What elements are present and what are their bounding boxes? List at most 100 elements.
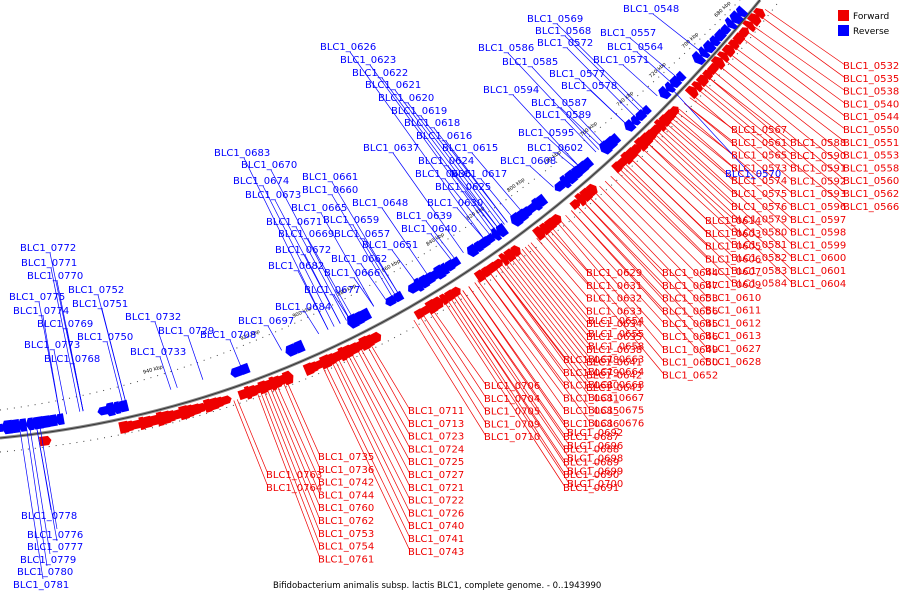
reverse-gene-arrow	[359, 307, 373, 322]
forward-gene-label: BLC1_0567	[731, 125, 787, 136]
forward-leader-line	[447, 299, 570, 484]
forward-gene-label: BLC1_0632	[586, 294, 642, 305]
forward-leader-line	[576, 205, 708, 349]
forward-gene-label: BLC1_0575	[731, 189, 787, 200]
reverse-gene-label: BLC1_0677	[304, 285, 360, 296]
reverse-leader-line	[444, 178, 491, 236]
reverse-gene-label: BLC1_0615	[442, 143, 498, 154]
legend-reverse-swatch	[838, 25, 849, 36]
reverse-gene-label: BLC1_0770	[27, 271, 83, 282]
forward-gene-arrow	[684, 85, 699, 100]
forward-leader-line	[670, 117, 734, 168]
reverse-gene-arrow	[676, 70, 687, 82]
forward-gene-label: BLC1_0736	[318, 465, 374, 476]
forward-gene-arrow	[649, 124, 662, 137]
forward-gene-label: BLC1_0653	[662, 294, 718, 305]
reverse-leader-line	[622, 64, 658, 97]
reverse-leader-line	[307, 238, 353, 318]
reverse-gene-label: BLC1_0589	[535, 110, 591, 121]
forward-gene-label: BLC1_0725	[408, 457, 464, 468]
reverse-leader-line	[447, 165, 499, 229]
forward-gene-label: BLC1_0581	[731, 240, 787, 251]
forward-gene-arrow	[721, 44, 736, 58]
reverse-leader-line	[101, 308, 126, 402]
forward-leader-line	[524, 246, 589, 324]
forward-leader-line	[495, 268, 591, 398]
forward-leader-line	[588, 195, 708, 323]
reverse-gene-label: BLC1_0620	[378, 93, 434, 104]
forward-leader-line	[283, 382, 321, 469]
forward-leader-line	[718, 65, 846, 168]
reverse-gene-label: BLC1_0669	[278, 229, 334, 240]
forward-leader-line	[545, 231, 665, 375]
forward-gene-label: BLC1_0593	[790, 189, 846, 200]
reverse-gene-label: BLC1_0548	[623, 4, 679, 15]
forward-gene-label: BLC1_0614	[705, 216, 761, 227]
reverse-leader-line	[381, 207, 429, 276]
forward-gene-label: BLC1_0540	[843, 99, 899, 110]
reverse-gene-arrow	[17, 418, 28, 432]
forward-gene-label: BLC1_0721	[408, 483, 464, 494]
forward-gene-label: BLC1_0560	[843, 176, 899, 187]
reverse-gene-arrow	[570, 165, 583, 179]
forward-leader-line	[456, 294, 570, 458]
forward-gene-label: BLC1_0601	[790, 266, 846, 277]
forward-leader-line	[621, 165, 708, 246]
forward-leader-line	[659, 128, 734, 194]
forward-gene-label: BLC1_0590	[790, 151, 846, 162]
reverse-leader-line	[480, 178, 514, 219]
reverse-gene-label: BLC1_0670	[241, 160, 297, 171]
forward-leader-line	[700, 85, 846, 207]
reverse-gene-label: BLC1_0602	[527, 143, 583, 154]
forward-leader-line	[527, 244, 591, 321]
forward-gene-label: BLC1_0700	[567, 479, 623, 490]
forward-leader-line	[599, 185, 708, 298]
forward-gene-arrow	[691, 81, 703, 93]
forward-gene-label: BLC1_0631	[586, 281, 642, 292]
position-tick: 940 kbp	[142, 364, 163, 376]
forward-leader-line	[286, 381, 321, 457]
forward-gene-label: BLC1_0634	[586, 319, 642, 330]
reverse-gene-label: BLC1_0637	[363, 143, 419, 154]
forward-gene-label: BLC1_0696	[567, 441, 623, 452]
forward-leader-line	[764, 9, 846, 66]
forward-gene-label: BLC1_0576	[731, 202, 787, 213]
forward-leader-line	[260, 391, 321, 546]
reverse-gene-arrow	[526, 202, 538, 214]
forward-leader-line	[640, 147, 734, 232]
forward-gene-label: BLC1_0643	[586, 383, 642, 394]
forward-gene-arrow	[431, 296, 444, 310]
forward-leader-line	[357, 349, 411, 449]
forward-leader-line	[759, 15, 846, 79]
reverse-gene-label: BLC1_0683	[214, 148, 270, 159]
reverse-gene-label: BLC1_0648	[352, 198, 408, 209]
forward-leader-line	[369, 343, 411, 411]
forward-leader-line	[582, 200, 665, 286]
forward-gene-arrow	[492, 258, 503, 269]
forward-gene-label: BLC1_0681	[563, 393, 619, 404]
forward-gene-label: BLC1_0627	[705, 344, 761, 355]
forward-leader-line	[668, 119, 793, 232]
forward-gene-label: BLC1_0629	[586, 268, 642, 279]
forward-gene-label: BLC1_0692	[567, 428, 623, 439]
forward-leader-line	[344, 355, 411, 487]
forward-leader-line	[629, 157, 708, 234]
forward-gene-label: BLC1_0678	[563, 355, 619, 366]
forward-leader-line	[444, 301, 566, 488]
reverse-leader-line	[566, 47, 636, 118]
position-tick: 800 kbp	[506, 177, 526, 194]
forward-gene-label: BLC1_0532	[843, 61, 899, 72]
forward-leader-line	[360, 348, 411, 436]
forward-leader-line	[548, 228, 589, 273]
forward-leader-line	[556, 221, 665, 350]
forward-leader-line	[571, 210, 708, 362]
forward-gene-label: BLC1_0600	[790, 253, 846, 264]
reverse-gene-arrow	[724, 17, 738, 30]
forward-leader-line	[322, 366, 411, 551]
reverse-gene-label: BLC1_0776	[27, 530, 83, 541]
forward-leader-line	[657, 131, 793, 258]
forward-gene-arrow	[473, 269, 486, 283]
reverse-leader-line	[392, 152, 464, 254]
forward-leader-line	[483, 276, 591, 423]
reverse-gene-arrow	[709, 35, 721, 47]
